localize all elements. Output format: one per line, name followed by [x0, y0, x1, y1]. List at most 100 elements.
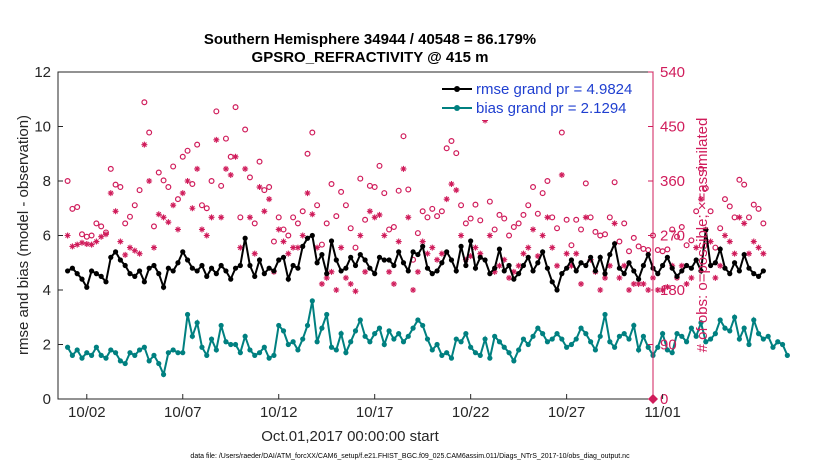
possible-obs-point: [712, 244, 719, 251]
bias-point: [79, 355, 85, 361]
possible-obs-point: [438, 208, 445, 215]
assimilated-obs-point: [491, 268, 498, 275]
bias-point: [242, 333, 248, 339]
chart-subtitle: GPSRO_REFRACTIVITY @ 415 m: [252, 49, 489, 66]
possible-obs-point: [309, 129, 316, 136]
rmse-point: [444, 249, 450, 255]
assimilated-obs-point: [438, 250, 445, 257]
rmse-point: [290, 262, 296, 269]
assimilated-obs-point: [482, 117, 489, 124]
rmse-point: [540, 249, 546, 255]
assimilated-obs-point: [635, 280, 642, 287]
bias-point: [765, 333, 771, 339]
rmse-point: [568, 257, 575, 263]
rmse-point: [324, 271, 330, 277]
assimilated-obs-point: [184, 178, 191, 184]
possible-obs-point: [146, 129, 153, 136]
bias-point: [616, 333, 623, 339]
possible-obs-point: [721, 196, 728, 203]
x-tick-label: 10/27: [548, 404, 586, 421]
bias-point: [583, 331, 589, 337]
rmse-point: [636, 276, 642, 282]
possible-obs-point: [669, 226, 676, 233]
possible-obs-point: [673, 233, 680, 240]
rmse-point: [271, 268, 277, 274]
bias-point: [770, 344, 776, 350]
rmse-point: [688, 265, 694, 271]
possible-obs-point: [434, 213, 441, 220]
rmse-point: [616, 265, 623, 271]
bias-point: [511, 358, 517, 364]
possible-obs-point: [582, 180, 589, 187]
rmse-point: [69, 265, 75, 271]
assimilated-obs-point: [750, 238, 757, 245]
possible-obs-point: [462, 220, 469, 227]
legend-bias-marker: [454, 105, 460, 111]
rmse-point: [453, 268, 459, 274]
rmse-point: [626, 260, 632, 266]
rmse-point: [280, 254, 287, 260]
bias-point: [607, 339, 613, 345]
possible-obs-point: [429, 205, 436, 212]
assimilated-obs-point: [707, 238, 714, 245]
assimilated-obs-point: [362, 268, 369, 275]
bias-point: [252, 352, 258, 358]
assimilated-obs-point: [434, 256, 441, 263]
bias-point: [674, 331, 680, 337]
rmse-point: [516, 271, 522, 277]
rmse-point: [578, 260, 584, 266]
rmse-point: [659, 262, 666, 269]
assimilated-obs-point: [342, 274, 349, 281]
possible-obs-point: [563, 216, 570, 223]
possible-obs-point: [386, 226, 393, 233]
bias-point: [237, 350, 243, 356]
possible-obs-point: [568, 242, 575, 249]
rmse-point: [669, 265, 675, 271]
possible-obs-point: [626, 248, 633, 255]
rmse-point: [376, 254, 383, 260]
bias-point: [309, 298, 315, 304]
bias-point: [588, 339, 594, 345]
assimilated-obs-point: [299, 232, 306, 239]
rmse-point: [381, 257, 387, 263]
bias-point: [683, 339, 690, 345]
rmse-point: [439, 260, 445, 266]
possible-obs-point: [616, 238, 623, 245]
rmse-point: [136, 268, 143, 274]
assimilated-obs-point: [328, 268, 335, 275]
possible-obs-point: [218, 182, 225, 189]
bias-point: [194, 320, 200, 326]
rmse-point: [132, 273, 138, 279]
assimilated-obs-point: [381, 232, 388, 239]
assimilated-obs-point: [275, 226, 282, 233]
rmse-point: [189, 265, 195, 271]
bias-point: [645, 344, 651, 350]
assimilated-obs-point: [496, 262, 503, 269]
possible-obs-point: [506, 232, 513, 239]
possible-obs-point: [122, 220, 129, 227]
possible-obs-point: [174, 196, 181, 203]
assimilated-obs-point: [544, 214, 551, 221]
possible-obs-point: [486, 198, 493, 205]
assimilated-obs-point: [424, 250, 431, 257]
rmse-point: [722, 265, 728, 271]
bias-point: [93, 344, 99, 350]
assimilated-obs-point: [458, 232, 465, 239]
assimilated-obs-point: [107, 190, 114, 197]
possible-obs-point: [222, 135, 229, 142]
rmse-point: [88, 268, 95, 274]
assimilated-obs-point: [678, 262, 685, 269]
bias-point: [612, 344, 618, 350]
rmse-point: [194, 268, 200, 274]
rmse-point: [180, 249, 186, 255]
possible-obs-point: [745, 214, 752, 221]
assimilated-obs-point: [357, 232, 364, 239]
possible-obs-point: [688, 237, 695, 244]
possible-obs-point: [136, 187, 143, 194]
bias-point: [348, 339, 354, 345]
rmse-point: [199, 262, 205, 269]
bias-point: [578, 325, 584, 331]
possible-obs-point: [232, 104, 239, 111]
bias-point: [424, 336, 431, 342]
possible-obs-point: [261, 187, 268, 194]
